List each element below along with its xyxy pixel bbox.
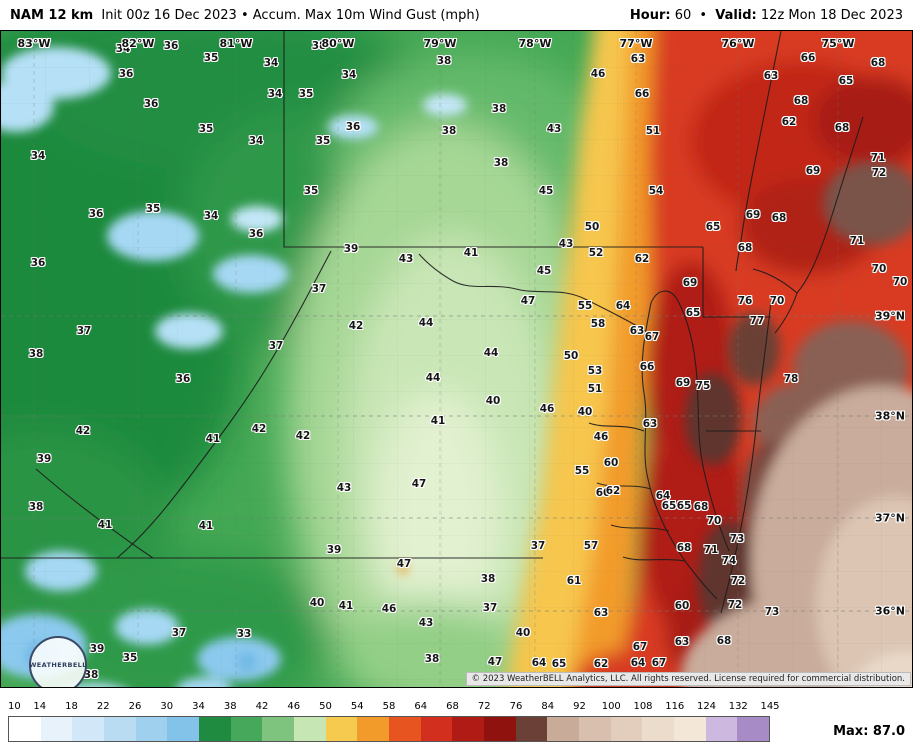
colorbar-tick-label: 72 (477, 701, 491, 712)
colorbar-tick-label: 18 (65, 701, 78, 712)
colorbar-segment (515, 717, 548, 741)
colorbar-tick-label: 108 (633, 701, 653, 712)
colorbar-tick-label: 116 (665, 701, 685, 712)
colorbar-segment (9, 717, 41, 741)
colorbar: 10 14 18 22 26 30 34 38 42 46 50 54 58 64 68 72 76 84 92 10… (8, 701, 780, 742)
colorbar-tick-label: 14 (33, 701, 47, 712)
colorbar-segment (325, 717, 358, 741)
colorbar-segment (104, 717, 136, 741)
colorbar-tick-label: 132 (728, 701, 748, 712)
colorbar-tick-label: 22 (96, 701, 110, 712)
header-subtitle: Init 00z 16 Dec 2023 • Accum. Max 10m Wi… (101, 7, 480, 23)
max-label: Max: (833, 724, 869, 739)
bullet-separator: • (699, 7, 708, 23)
colorbar-tick-label: 145 (760, 701, 780, 712)
colorbar-segment (674, 717, 706, 741)
colorbar-tick-label: 10 (8, 701, 21, 712)
colorbar-segment (199, 717, 231, 741)
colorbar-segment (452, 717, 485, 741)
county-lines-texture (1, 31, 912, 687)
weatherbell-logo: WEATHERBELL (29, 636, 87, 687)
max-value: 87.0 (872, 724, 905, 739)
colorbar-segment (230, 717, 263, 741)
state-borders (1, 31, 864, 614)
colorbar-tick-label: 84 (541, 701, 555, 712)
graticule-lines (1, 31, 912, 687)
weatherbell-logo-text: WEATHERBELL (29, 661, 87, 669)
colorbar-tick-label: 92 (573, 701, 586, 712)
valid-value: 12z Mon 18 Dec 2023 (760, 7, 903, 23)
header-bar: NAM 12 km Init 00z 16 Dec 2023 • Accum. … (0, 0, 913, 30)
colorbar-tick-label: 76 (509, 701, 523, 712)
header-right: Hour: 60 • Valid: 12z Mon 18 Dec 2023 (630, 8, 903, 23)
colorbar-segment (389, 717, 421, 741)
colorbar-tick-label: 100 (601, 701, 621, 712)
max-value-readout: Max: 87.0 (833, 724, 905, 742)
colorbar-tick-label: 26 (128, 701, 142, 712)
colorbar-segment (610, 717, 643, 741)
colorbar-tick-label: 46 (287, 701, 301, 712)
wind-gust-map: 34 36 35 34 38 34 36 35 34 36 35 34 35 36 34 36 35 34 36 36… (0, 30, 913, 688)
colorbar-tick-label: 54 (350, 701, 364, 712)
hour-value: 60 (674, 7, 692, 23)
colorbar-segment (40, 717, 73, 741)
colorbar-tick-label: 50 (319, 701, 332, 712)
colorbar-tick-label: 42 (255, 701, 269, 712)
colorbar-segment (737, 717, 770, 741)
colorbar-tick-label: 30 (160, 701, 174, 712)
colorbar-segment (547, 717, 580, 741)
model-name: NAM 12 km (10, 7, 94, 23)
colorbar-segment (167, 717, 200, 741)
colorbar-tick-label: 68 (446, 701, 459, 712)
colorbar-tick-row: 10 14 18 22 26 30 34 38 42 46 50 54 58 64 68 72 76 84 92 10… (8, 701, 780, 716)
colorbar-segment (262, 717, 295, 741)
colorbar-segment (72, 717, 105, 741)
colorbar-segment (294, 717, 326, 741)
colorbar-segment (484, 717, 516, 741)
colorbar-tick-label: 58 (382, 701, 396, 712)
colorbar-segment (135, 717, 168, 741)
colorbar-segment (705, 717, 738, 741)
colorbar-tick-label: 38 (223, 701, 237, 712)
copyright-notice: © 2023 WeatherBELL Analytics, LLC. All r… (465, 672, 911, 686)
colorbar-segment (357, 717, 390, 741)
colorbar-gradient (8, 716, 770, 742)
colorbar-segment (579, 717, 611, 741)
colorbar-segment (642, 717, 675, 741)
hour-label: Hour: (629, 7, 671, 23)
colorbar-tick-label: 34 (192, 701, 205, 712)
header-left: NAM 12 km Init 00z 16 Dec 2023 • Accum. … (10, 8, 484, 23)
colorbar-tick-label: 124 (696, 701, 717, 712)
valid-label: Valid: (715, 7, 757, 23)
map-fill-svg (1, 31, 912, 687)
colorbar-tick-label: 64 (414, 701, 428, 712)
footer-bar: 10 14 18 22 26 30 34 38 42 46 50 54 58 64 68 72 76 84 92 10… (0, 688, 913, 750)
colorbar-segment (420, 717, 453, 741)
